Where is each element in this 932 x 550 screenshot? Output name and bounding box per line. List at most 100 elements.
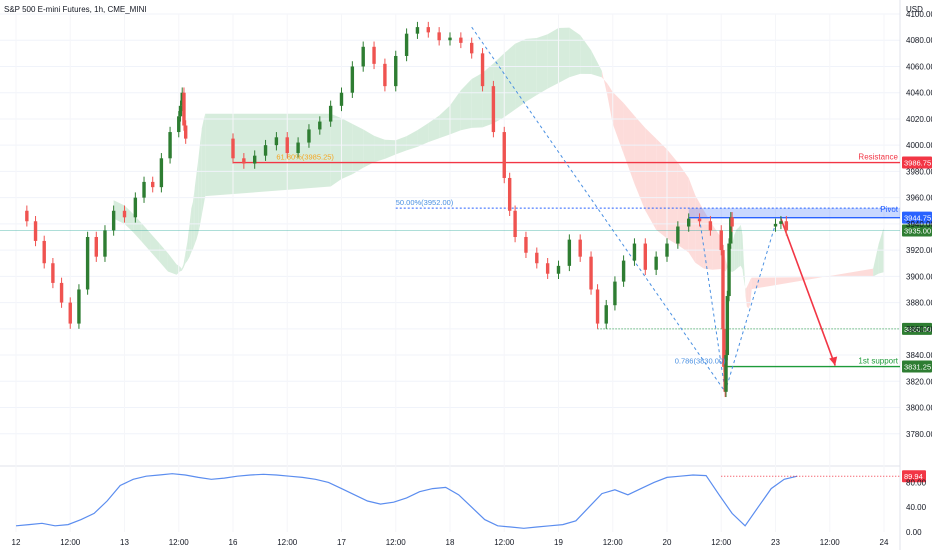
x-tick-label: 12:00 bbox=[603, 538, 624, 547]
candle-body bbox=[296, 142, 300, 154]
x-tick-label: 23 bbox=[771, 538, 780, 547]
cloud-segment bbox=[201, 120, 204, 216]
candle-body bbox=[721, 250, 725, 329]
candle-body bbox=[182, 92, 186, 126]
candle-body bbox=[168, 132, 172, 159]
cloud-segment bbox=[743, 252, 745, 285]
y-tick-label: 4000.00 bbox=[906, 141, 932, 150]
y-tick-label: 3960.00 bbox=[906, 194, 932, 203]
cloud-segment bbox=[374, 135, 385, 163]
y-tick-label: 3900.00 bbox=[906, 272, 932, 281]
candle-body bbox=[725, 296, 730, 356]
rsi-tick-label: 80.00 bbox=[906, 478, 927, 487]
x-tick-label: 24 bbox=[880, 538, 889, 547]
cloud-segment bbox=[439, 105, 450, 139]
cloud-segment bbox=[205, 113, 331, 197]
x-tick-label: 18 bbox=[446, 538, 455, 547]
support-1-price-label-bg bbox=[902, 360, 932, 373]
cloud-segment bbox=[341, 118, 353, 180]
pivot-price-label: 3944.75 bbox=[904, 214, 931, 223]
candle-body bbox=[595, 289, 600, 324]
candle-body bbox=[507, 177, 512, 211]
y-tick-label: 4100.00 bbox=[906, 10, 932, 19]
cloud-segment bbox=[536, 34, 548, 95]
cloud-segment bbox=[504, 43, 516, 118]
candle-body bbox=[133, 197, 138, 218]
x-tick-label: 12:00 bbox=[60, 538, 81, 547]
candle-body bbox=[722, 328, 726, 367]
cloud-segment bbox=[732, 235, 735, 272]
candle-body bbox=[231, 138, 235, 159]
cloud-segment bbox=[688, 177, 696, 263]
cloud-segment bbox=[725, 259, 728, 272]
candle-body bbox=[253, 155, 257, 164]
candle-body bbox=[285, 137, 289, 154]
cloud-segment bbox=[525, 37, 537, 102]
candle-body bbox=[729, 217, 733, 244]
candle-body bbox=[773, 223, 778, 227]
x-tick-label: 19 bbox=[554, 538, 563, 547]
rsi-line bbox=[15, 473, 798, 529]
candle-body bbox=[263, 145, 268, 156]
y-tick-label: 4040.00 bbox=[906, 89, 932, 98]
y-tick-label: 3940.00 bbox=[906, 220, 932, 229]
candle-body bbox=[85, 237, 90, 290]
currency-label: USD bbox=[906, 5, 923, 14]
candle-body bbox=[654, 256, 658, 270]
candle-body bbox=[578, 239, 582, 257]
y-axis: 4100.00 4080.00 4060.00 4040.00 4020.00 4000.… bbox=[906, 10, 932, 537]
candle-body bbox=[779, 221, 783, 224]
y-tick-label: 3800.00 bbox=[906, 404, 932, 413]
x-tick-label: 12:00 bbox=[277, 538, 298, 547]
ichimoku-cloud bbox=[113, 27, 884, 309]
candle-body bbox=[719, 230, 723, 251]
candle-body bbox=[567, 239, 572, 266]
resistance-text: Resistance bbox=[858, 153, 898, 162]
cloud-segment bbox=[745, 287, 747, 307]
cloud-segment bbox=[750, 277, 752, 304]
resistance-price-label: 3986.75 bbox=[904, 159, 931, 168]
cloud-segment bbox=[406, 130, 418, 151]
cloud-segment bbox=[623, 102, 635, 184]
candle-body bbox=[318, 121, 322, 130]
support-2-price-label: 3860.00 bbox=[904, 325, 931, 334]
candle-body bbox=[470, 42, 474, 54]
x-tick-label: 17 bbox=[337, 538, 346, 547]
current-price-label-bg bbox=[902, 224, 932, 237]
cloud-segment bbox=[450, 90, 461, 135]
cloud-segment bbox=[330, 113, 342, 187]
cloud-segment bbox=[591, 50, 602, 78]
candle-body bbox=[142, 181, 146, 198]
fib-leg-line-3 bbox=[724, 223, 776, 392]
x-tick-label: 12:00 bbox=[820, 538, 841, 547]
pivot-zone bbox=[688, 208, 900, 218]
fib-leg-line-2 bbox=[699, 218, 726, 392]
candle-body bbox=[328, 105, 333, 122]
candle-body bbox=[676, 226, 680, 244]
x-tick-label: 12:00 bbox=[494, 538, 515, 547]
candle-body bbox=[339, 92, 344, 106]
candle-body bbox=[103, 230, 107, 257]
cloud-segment bbox=[738, 224, 741, 268]
cloud-segment bbox=[189, 208, 192, 257]
cloud-segment bbox=[191, 201, 194, 253]
cloud-segment bbox=[742, 235, 744, 277]
cloud-segment bbox=[193, 187, 195, 249]
x-tick-label: 13 bbox=[120, 538, 129, 547]
candle-body bbox=[459, 37, 463, 43]
cloud-segment bbox=[471, 72, 483, 128]
cloud-segment bbox=[515, 38, 526, 110]
y-tick-label: 3820.00 bbox=[906, 377, 932, 386]
rsi-value-bg bbox=[902, 470, 926, 483]
candle-body bbox=[535, 252, 539, 264]
cloud-segment bbox=[740, 224, 743, 270]
candle-body bbox=[632, 243, 637, 261]
candle-body bbox=[613, 281, 617, 306]
x-tick-label: 12:00 bbox=[711, 538, 732, 547]
candle-body bbox=[524, 237, 528, 253]
cloud-segment bbox=[180, 266, 182, 272]
rsi-panel: 89.94 bbox=[15, 470, 926, 529]
candle-body bbox=[25, 210, 29, 222]
candle-body bbox=[159, 158, 164, 188]
